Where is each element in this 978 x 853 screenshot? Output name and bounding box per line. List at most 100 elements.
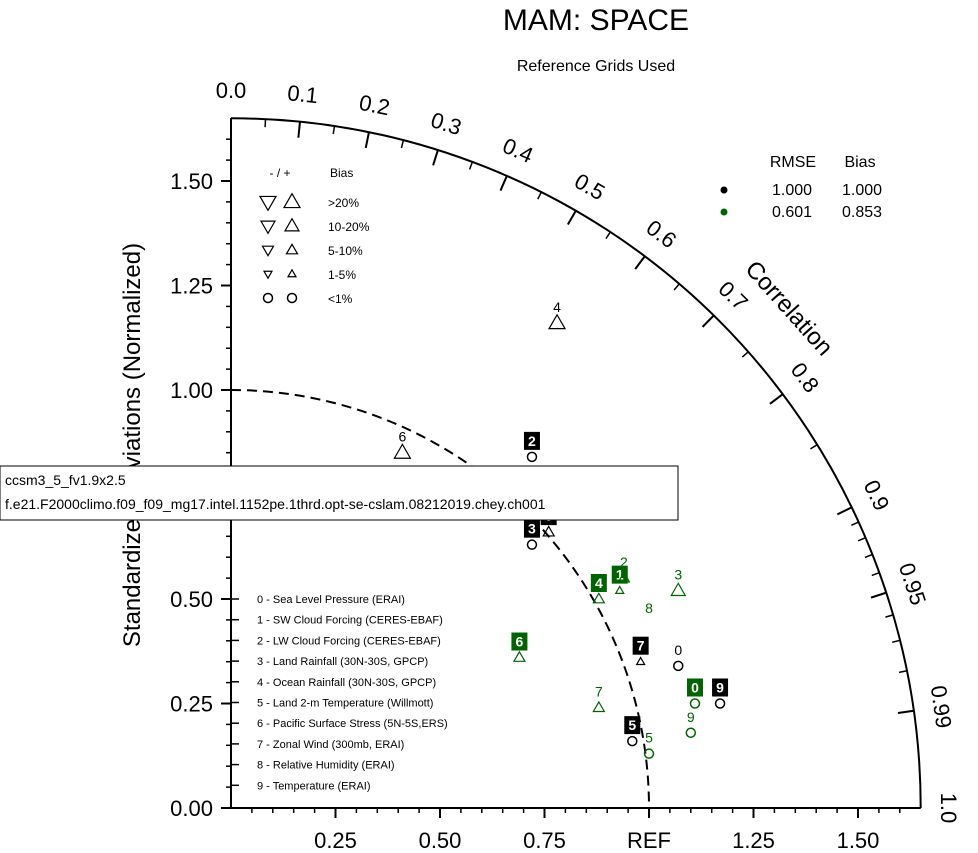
data-points: 01234567890123456789 [393, 299, 729, 759]
corr-major-tick [870, 591, 887, 599]
data-point-label: 1 [616, 567, 624, 583]
data-point-marker [627, 735, 638, 747]
corr-minor-tick [332, 125, 336, 135]
corr-minor-tick [898, 670, 908, 674]
outer-arc [230, 117, 922, 809]
data-point-marker [714, 698, 726, 709]
data-point-marker [689, 698, 701, 709]
corr-minor-tick [673, 283, 680, 291]
case-legend-entry: ccsm3_5_fv1.9x2.5 [5, 472, 126, 488]
corr-minor-tick [810, 444, 818, 450]
data-point-label: 4 [595, 575, 603, 591]
corr-minor-tick [871, 571, 880, 577]
data-point-marker [635, 656, 646, 666]
bias-legend-row-label: 1-5% [328, 268, 356, 282]
data-point-marker [526, 539, 538, 550]
corr-tick-label: 0.8 [786, 358, 824, 397]
data-point-label: 0 [674, 642, 682, 658]
corr-tick-label: 0.5 [570, 168, 609, 205]
corr-major-tick [769, 393, 784, 405]
y-tick-label: 0.00 [170, 796, 213, 821]
legend-plus-marker [283, 217, 301, 232]
bias-legend-row-label: 5-10% [328, 244, 363, 258]
corr-tick-label: 0.6 [642, 215, 681, 253]
corr-tick-label: 0.95 [894, 560, 931, 608]
correlation-axis-label: Correlation [740, 256, 838, 361]
x-tick-label: REF [627, 828, 671, 853]
corr-major-tick [499, 175, 508, 191]
x-tick-label: 1.50 [837, 828, 880, 853]
case-legend-frame [0, 465, 679, 521]
variable-legend-item: 5 - Land 2-m Temperature (Willmott) [257, 698, 433, 710]
stats-row-dot [720, 208, 728, 216]
data-point-label-box [523, 519, 540, 538]
corr-major-tick [364, 132, 370, 149]
legend-plus-marker [286, 292, 298, 304]
data-point-label: 3 [528, 521, 536, 537]
corr-tick-label: 0.0 [216, 78, 247, 103]
stats-row-rmse: 1.000 [772, 182, 812, 199]
legend-minus-marker [259, 220, 277, 235]
variable-legend-item: 9 - Temperature (ERAI) [257, 780, 371, 792]
bias-legend-bias-header: Bias [330, 166, 353, 180]
corr-major-tick [566, 210, 577, 226]
corr-major-tick [432, 149, 439, 166]
variable-legend-item: 1 - SW Cloud Forcing (CERES-EBAF) [257, 615, 443, 627]
stats-row-bias: 1.000 [842, 182, 882, 199]
legend-minus-marker [262, 270, 274, 280]
corr-major-tick [297, 121, 301, 138]
corr-tick-label: 1.0 [936, 793, 961, 824]
data-point-label-box [611, 565, 628, 584]
data-point-label: 4 [553, 299, 561, 315]
stats-rmse-header: RMSE [770, 154, 816, 171]
data-point-marker [685, 727, 697, 739]
corr-tick-label: 0.9 [859, 476, 895, 514]
chart-title: MAM: SPACE [503, 4, 689, 37]
x-tick-label: 0.25 [314, 828, 357, 853]
corr-minor-tick [400, 140, 405, 149]
data-point-label: 6 [398, 429, 406, 445]
data-point-label-box [632, 636, 649, 655]
variable-legend-item: 7 - Zonal Wind (300mb, ERAI) [257, 739, 404, 751]
data-point-marker [592, 700, 606, 713]
data-point-label: 9 [716, 680, 724, 696]
data-point-label-box [624, 716, 641, 735]
data-point-label-box [686, 678, 703, 697]
data-point-marker [670, 582, 687, 597]
corr-minor-tick [857, 537, 866, 542]
data-point-label: 5 [645, 730, 653, 746]
data-point-marker [614, 585, 625, 595]
data-point-label-box [712, 678, 729, 697]
y-axis-label: Standardized Deviations (Normalized) [119, 243, 146, 647]
data-point-marker [542, 525, 556, 537]
corr-tick-label: 0.2 [357, 90, 392, 121]
data-point-marker [617, 571, 631, 583]
stats-table: RMSE Bias 1.000 1.000 0.601 0.853 [720, 154, 882, 221]
data-point-label: 0 [691, 680, 699, 696]
variable-legend-item: 3 - Land Rainfall (30N-30S, GPCP) [257, 656, 428, 668]
case-legend-box: ccsm3_5_fv1.9x2.5 f.e21.F2000climo.f09_f0… [0, 465, 679, 521]
data-point-label: 5 [628, 717, 636, 733]
legend-minus-marker [258, 195, 278, 212]
corr-minor-tick [605, 231, 611, 240]
data-point-marker [673, 660, 684, 672]
legend-minus-marker [261, 245, 275, 257]
stats-row-bias: 0.853 [842, 204, 882, 221]
corr-tick-label: 0.3 [428, 107, 465, 140]
data-point-marker [548, 313, 567, 330]
corr-major-tick [701, 314, 715, 328]
stats-row-dot [720, 186, 728, 194]
variable-legend-item: 2 - LW Cloud Forcing (CERES-EBAF) [257, 635, 441, 647]
corr-minor-tick [468, 161, 474, 170]
variable-legend-item: 0 - Sea Level Pressure (ERAI) [257, 594, 405, 606]
data-point-label-box [590, 574, 607, 592]
corr-tick-label: 0.1 [286, 80, 319, 108]
bias-legend-row-label: <1% [328, 292, 353, 306]
data-point-label: 6 [516, 634, 524, 650]
variable-legend-item: 8 - Relative Humidity (ERAI) [257, 760, 395, 772]
corr-minor-tick [864, 553, 873, 559]
data-point-label: 7 [595, 684, 603, 700]
data-point-marker [393, 443, 412, 459]
data-point-marker [643, 748, 655, 759]
data-point-marker [592, 592, 606, 604]
